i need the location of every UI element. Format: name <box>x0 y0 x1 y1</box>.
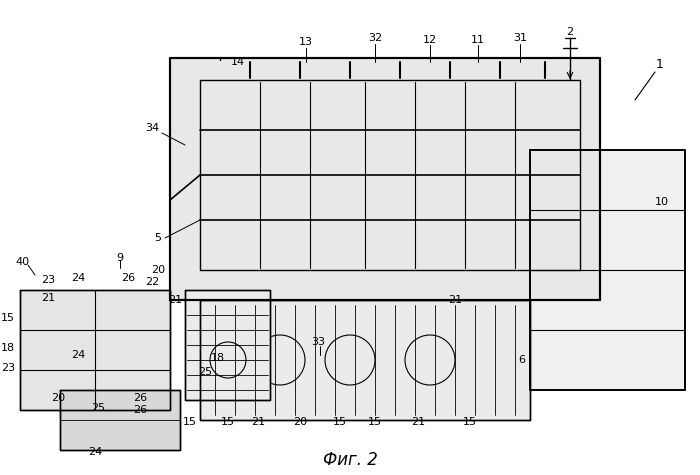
Text: 6: 6 <box>519 355 526 365</box>
Text: 12: 12 <box>423 35 437 45</box>
Text: 15: 15 <box>221 417 235 427</box>
Text: 5: 5 <box>155 233 162 243</box>
Text: 24: 24 <box>71 273 85 283</box>
Text: 26: 26 <box>133 393 147 403</box>
Text: 18: 18 <box>1 343 15 353</box>
Text: 15: 15 <box>463 417 477 427</box>
Text: 15: 15 <box>183 417 197 427</box>
Text: 20: 20 <box>51 393 65 403</box>
Text: 15: 15 <box>368 417 382 427</box>
Text: 20: 20 <box>151 265 165 275</box>
Text: 33: 33 <box>311 337 325 347</box>
Text: 23: 23 <box>41 275 55 285</box>
Text: 32: 32 <box>368 33 382 43</box>
Text: 15: 15 <box>1 313 15 323</box>
Text: 21: 21 <box>251 417 265 427</box>
Text: 24: 24 <box>88 447 102 457</box>
Text: 9: 9 <box>116 253 124 263</box>
Text: 25: 25 <box>91 403 105 413</box>
Text: 21: 21 <box>168 295 182 305</box>
Text: 15: 15 <box>333 417 347 427</box>
Text: Фиг. 2: Фиг. 2 <box>323 451 377 469</box>
Text: 21: 21 <box>41 293 55 303</box>
Polygon shape <box>200 300 530 420</box>
Text: 26: 26 <box>121 273 135 283</box>
Text: 25: 25 <box>198 367 212 377</box>
Text: 10: 10 <box>655 197 669 207</box>
Polygon shape <box>60 390 180 450</box>
Text: 34: 34 <box>145 123 159 133</box>
Text: 31: 31 <box>513 33 527 43</box>
Text: 18: 18 <box>211 353 225 363</box>
Text: 21: 21 <box>448 295 462 305</box>
Text: 23: 23 <box>1 363 15 373</box>
Text: 14: 14 <box>231 57 245 67</box>
Text: 13: 13 <box>299 37 313 47</box>
Polygon shape <box>185 290 270 400</box>
Text: 1: 1 <box>656 58 664 72</box>
Polygon shape <box>530 150 685 390</box>
Text: 11: 11 <box>471 35 485 45</box>
Polygon shape <box>20 290 170 410</box>
Polygon shape <box>170 58 600 300</box>
Text: 22: 22 <box>145 277 159 287</box>
Text: 20: 20 <box>293 417 307 427</box>
Text: 24: 24 <box>71 350 85 360</box>
Text: 40: 40 <box>15 257 29 267</box>
Text: 26: 26 <box>133 405 147 415</box>
Text: 2: 2 <box>566 27 573 37</box>
Text: 21: 21 <box>411 417 425 427</box>
